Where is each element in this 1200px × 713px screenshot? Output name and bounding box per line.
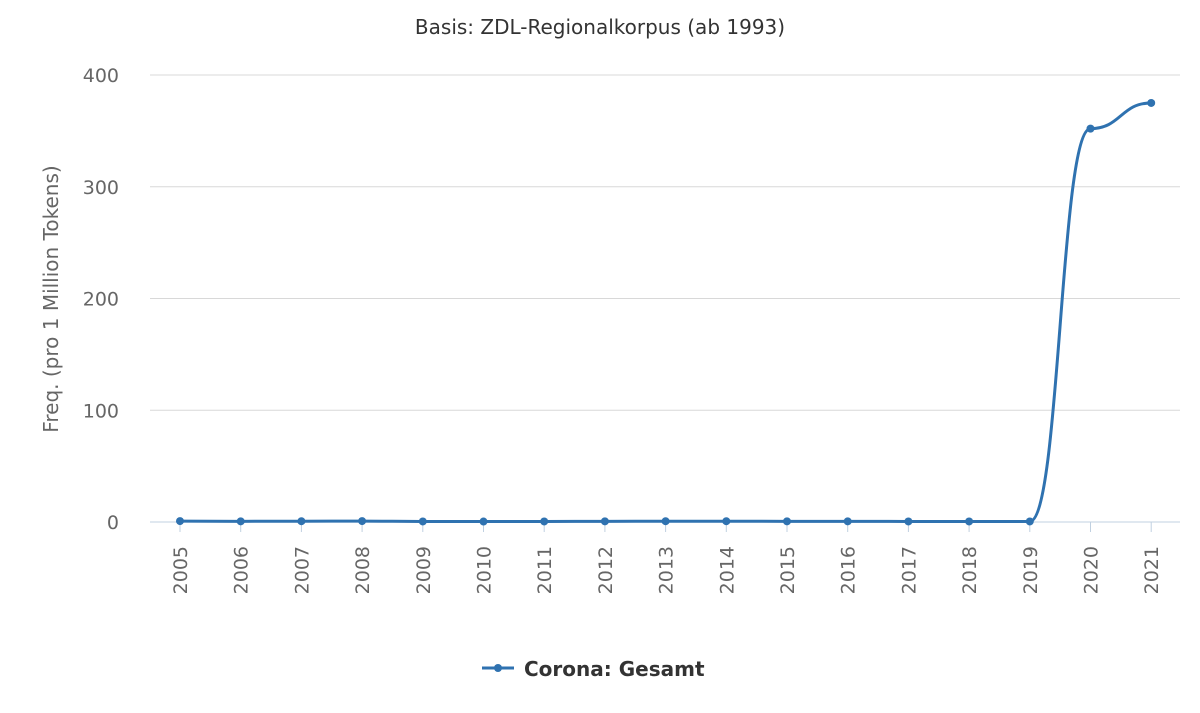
data-point-2020[interactable]	[1086, 124, 1095, 133]
data-point-2014[interactable]	[722, 517, 731, 526]
x-tick-label: 2018	[959, 546, 981, 594]
y-tick-label: 100	[83, 400, 119, 422]
chart-title: Basis: ZDL-Regionalkorpus (ab 1993)	[415, 15, 785, 39]
y-tick-label: 400	[83, 65, 119, 87]
x-tick-label: 2017	[898, 546, 920, 594]
data-point-2009[interactable]	[418, 517, 427, 526]
x-tick-label: 2013	[656, 546, 678, 594]
x-tick-label: 2020	[1081, 546, 1103, 594]
x-tick-label: 2009	[413, 546, 435, 594]
x-tick-label: 2008	[352, 546, 374, 594]
x-tick-label: 2007	[291, 546, 313, 594]
data-point-2017[interactable]	[904, 517, 913, 526]
data-point-2012[interactable]	[600, 517, 609, 526]
x-tick-layer: 2005 2006 2007 2008 2009 2010 2011 2012 2013 2014…	[170, 522, 1163, 594]
grid-layer	[150, 74, 1180, 523]
x-tick-label: 2010	[474, 546, 496, 594]
y-axis-label: Freq. (pro 1 Million Tokens)	[39, 165, 63, 432]
legend-label[interactable]: Corona: Gesamt	[524, 657, 705, 681]
data-point-2013[interactable]	[661, 517, 670, 526]
series-layer	[176, 98, 1156, 526]
data-point-2021[interactable]	[1147, 98, 1156, 107]
y-tick-label: 300	[83, 177, 119, 199]
x-tick-label: 2021	[1141, 546, 1163, 594]
data-point-2006[interactable]	[236, 517, 245, 526]
data-point-2011[interactable]	[540, 517, 549, 526]
x-tick-label: 2014	[716, 546, 738, 594]
x-tick-label: 2005	[170, 546, 192, 594]
data-point-2010[interactable]	[479, 517, 488, 526]
data-point-2015[interactable]	[783, 517, 791, 526]
x-tick-label: 2012	[595, 546, 617, 594]
x-tick-label: 2019	[1020, 546, 1042, 594]
data-point-2007[interactable]	[297, 517, 306, 526]
data-point-2005[interactable]	[176, 517, 184, 526]
legend[interactable]: Corona: Gesamt	[482, 657, 705, 681]
data-point-2019[interactable]	[1025, 517, 1034, 526]
legend-point-marker	[494, 664, 502, 672]
y-tick-label: 0	[107, 512, 119, 534]
x-tick-label: 2015	[777, 546, 799, 594]
x-tick-label: 2006	[231, 546, 253, 594]
y-tick-label: 200	[83, 289, 119, 311]
y-tick-layer: 0 100 200 300 400	[83, 65, 119, 534]
data-point-2016[interactable]	[843, 517, 852, 526]
series-line-0	[178, 101, 1153, 524]
data-point-2018[interactable]	[965, 517, 974, 526]
x-tick-label: 2011	[534, 546, 556, 594]
x-tick-label: 2016	[838, 546, 860, 594]
data-point-2008[interactable]	[358, 517, 367, 526]
